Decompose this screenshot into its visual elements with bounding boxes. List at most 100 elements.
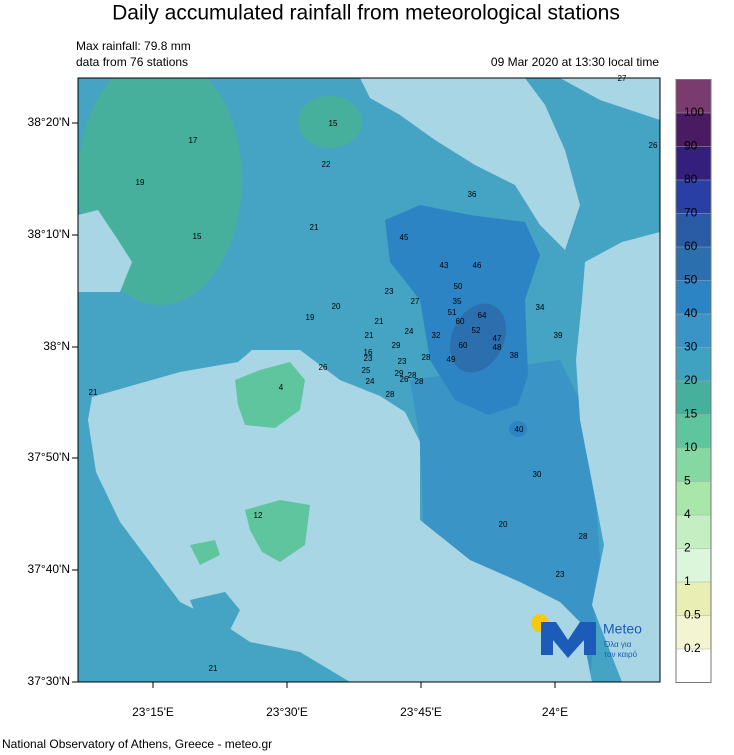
station-value: 4	[279, 383, 284, 392]
colorbar-label: 1	[684, 574, 691, 588]
colorbar-bin	[676, 448, 711, 482]
station-value: 19	[306, 313, 315, 322]
station-value: 29	[395, 369, 404, 378]
station-value: 16	[364, 348, 373, 357]
lat-label: 38°N	[43, 339, 70, 353]
station-value: 26	[319, 363, 328, 372]
colorbar-bin	[676, 548, 711, 582]
station-value: 39	[554, 331, 563, 340]
lat-label: 37°30'N	[28, 674, 70, 688]
lat-label: 38°10'N	[28, 227, 70, 241]
station-value: 23	[364, 354, 373, 363]
colorbar-label: 20	[684, 373, 698, 387]
station-value: 21	[209, 664, 218, 673]
station-value: 50	[454, 282, 463, 291]
map	[78, 78, 660, 682]
station-count: data from 76 stations	[76, 55, 188, 69]
island	[190, 592, 240, 640]
colorbar-bin	[676, 615, 711, 649]
island	[235, 362, 305, 428]
station-value: 40	[515, 425, 524, 434]
station-value: 20	[332, 302, 341, 311]
sea	[576, 232, 660, 682]
lon-label: 23°15'E	[132, 705, 174, 719]
footer: National Observatory of Athens, Greece -…	[2, 737, 272, 751]
station-value: 24	[366, 377, 375, 386]
rain-zone	[509, 421, 527, 437]
colorbar-label: 90	[684, 139, 698, 153]
station-value: 22	[322, 160, 331, 169]
title: Daily accumulated rainfall from meteorol…	[112, 2, 620, 25]
station-value: 19	[136, 178, 145, 187]
colorbar-label: 10	[684, 440, 698, 454]
station-value: 32	[432, 331, 441, 340]
colorbar-label: 40	[684, 306, 698, 320]
colorbar-label: 5	[684, 474, 691, 488]
colorbar-bin	[676, 481, 711, 515]
sea	[78, 210, 132, 292]
logo-tagline: Όλα για	[603, 640, 632, 649]
station-value: 15	[193, 232, 202, 241]
rain-zone	[298, 96, 362, 148]
station-value: 46	[473, 261, 482, 270]
station-value: 49	[447, 355, 456, 364]
logo-tagline: τον καιρό	[604, 650, 638, 659]
colorbar-bin	[676, 649, 711, 683]
lat-label: 38°20'N	[28, 115, 70, 129]
station-value: 23	[398, 357, 407, 366]
rain-zone	[385, 205, 540, 415]
stations: 27 26 15 17 22 19 36 21 15 45 43 46 50 23 27 20 35 19 51 21…	[89, 74, 658, 673]
colorbar-label: 2	[684, 541, 691, 555]
colorbar-label: 0.2	[684, 641, 701, 655]
max-rainfall: Max rainfall: 79.8 mm	[76, 39, 191, 53]
colorbar-bin	[676, 247, 711, 281]
rain-zone	[449, 303, 507, 373]
station-value: 21	[365, 331, 374, 340]
colorbar-bin	[676, 280, 711, 314]
station-value: 28	[415, 377, 424, 386]
sea	[560, 78, 660, 120]
station-value: 21	[375, 317, 384, 326]
colorbar-bin	[676, 347, 711, 381]
colorbar-label: 80	[684, 172, 698, 186]
station-value: 45	[400, 233, 409, 242]
station-value: 12	[254, 511, 263, 520]
map-frame	[77, 77, 661, 683]
lon-label: 23°45'E	[400, 705, 442, 719]
logo-name: Meteo	[603, 621, 642, 637]
colorbar-bin	[676, 213, 711, 247]
station-value: 43	[440, 261, 449, 270]
colorbar: 0.2 0.5 1 2 4 5 10 15 20 30 40 50 60 70 80 90 100	[675, 79, 712, 683]
station-value: 15	[329, 119, 338, 128]
station-value: 28	[422, 353, 431, 362]
axes: 38°20'N 38°10'N 38°N 37°50'N 37°40'N 37°30'N 2…	[28, 115, 569, 719]
station-value: 48	[493, 343, 502, 352]
logo: Meteo Όλα για τον καιρό	[531, 614, 642, 659]
station-value: 28	[408, 371, 417, 380]
station-value: 17	[189, 136, 198, 145]
station-value: 36	[468, 190, 477, 199]
colorbar-label: 100	[684, 105, 704, 119]
station-value: 60	[456, 317, 465, 326]
station-value: 60	[459, 341, 468, 350]
lat-label: 37°50'N	[28, 450, 70, 464]
station-value: 29	[392, 341, 401, 350]
colorbar-label: 15	[684, 407, 698, 421]
station-value: 26	[400, 375, 409, 384]
colorbar-label: 60	[684, 239, 698, 253]
station-value: 25	[362, 366, 371, 375]
colorbar-label: 30	[684, 340, 698, 354]
timestamp: 09 Mar 2020 at 13:30 local time	[491, 55, 659, 69]
station-value: 26	[649, 141, 658, 150]
station-value: 38	[510, 351, 519, 360]
colorbar-bin	[676, 414, 711, 448]
island	[245, 500, 310, 562]
logo-mark	[541, 622, 596, 658]
colorbar-bin	[676, 79, 711, 113]
lon-label: 23°30'E	[266, 705, 308, 719]
station-value: 64	[478, 311, 487, 320]
colorbar-label: 4	[684, 507, 691, 521]
sea	[360, 78, 580, 250]
colorbar-bin	[676, 515, 711, 549]
